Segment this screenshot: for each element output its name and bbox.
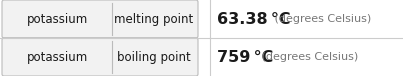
Text: boiling point: boiling point <box>117 50 191 64</box>
Text: (degrees Celsius): (degrees Celsius) <box>271 14 372 24</box>
Text: potassium: potassium <box>27 50 89 64</box>
FancyBboxPatch shape <box>2 38 198 76</box>
Text: 759 °C: 759 °C <box>217 49 273 65</box>
Text: 63.38 °C: 63.38 °C <box>217 11 291 27</box>
Text: (degrees Celsius): (degrees Celsius) <box>258 52 358 62</box>
Text: melting point: melting point <box>114 12 193 26</box>
FancyBboxPatch shape <box>2 0 198 38</box>
Text: potassium: potassium <box>27 12 89 26</box>
